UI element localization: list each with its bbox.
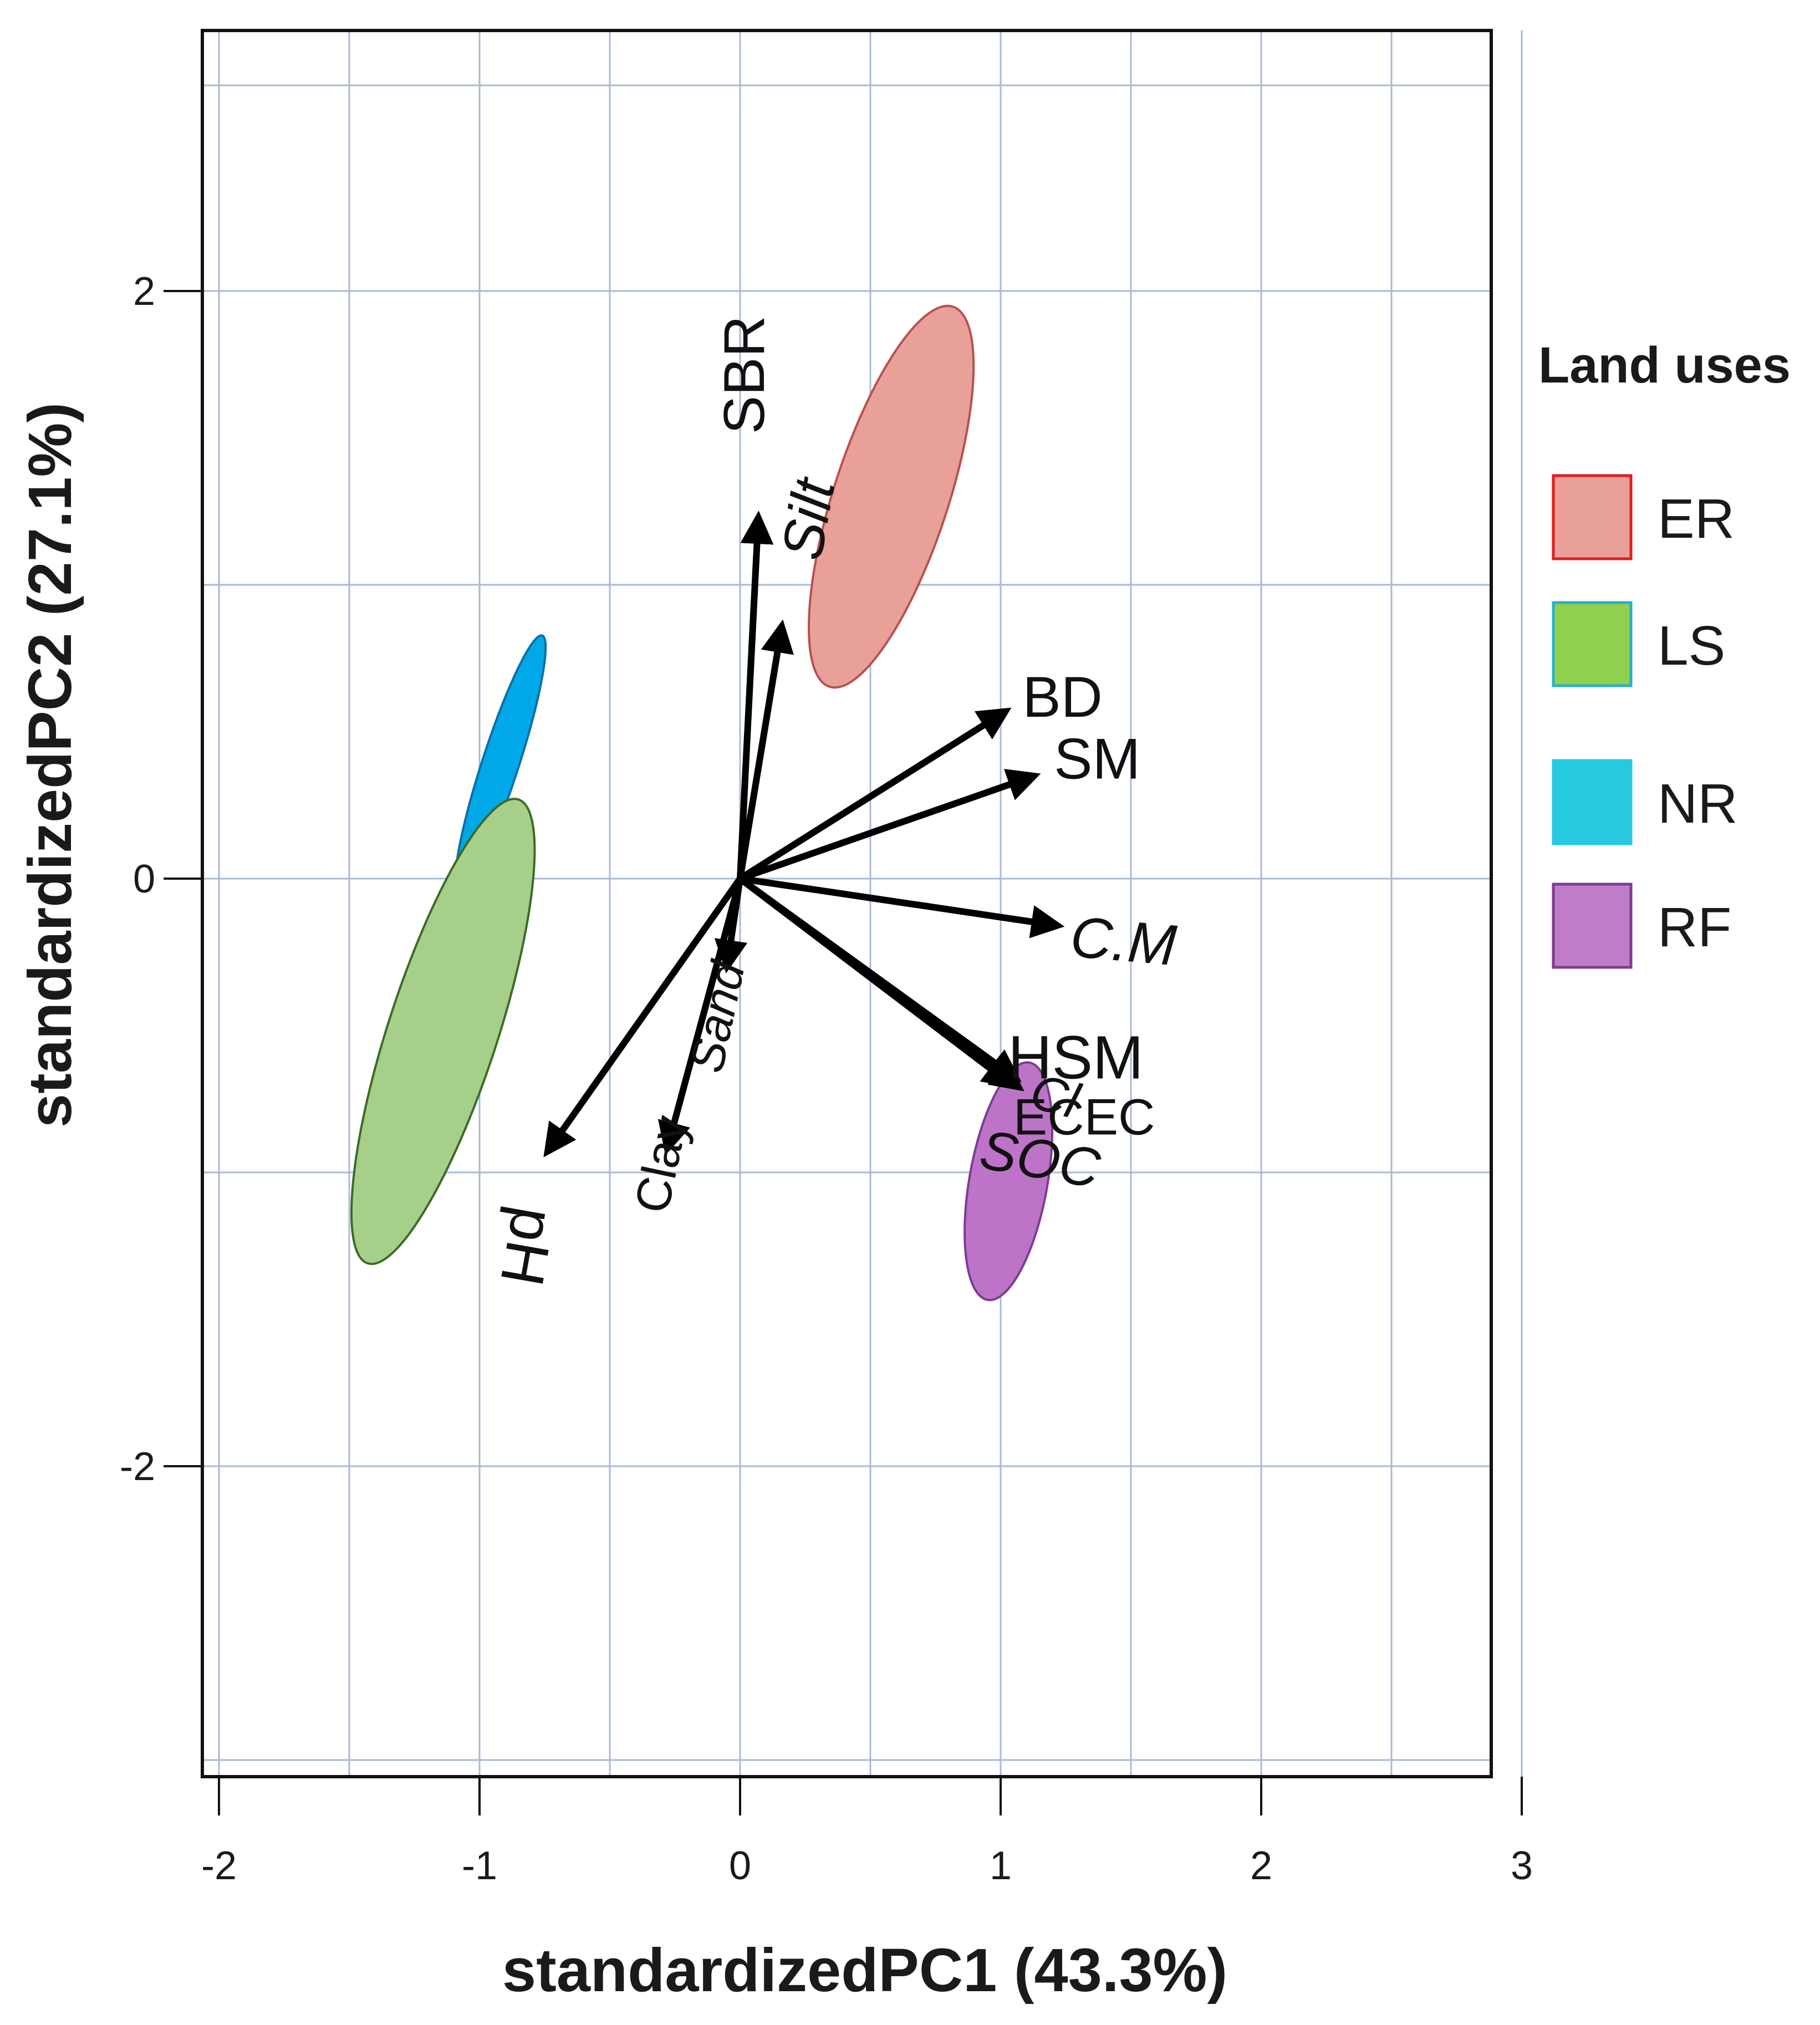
legend-swatch-nr — [1552, 759, 1633, 845]
y-tick-label: 2 — [133, 269, 155, 314]
loading-label-cm: C.M — [1068, 905, 1179, 978]
legend-label-er: ER — [1658, 488, 1735, 550]
legend-label-rf: RF — [1658, 896, 1731, 958]
y-tick-label: 0 — [133, 857, 155, 901]
y-axis: -2 0 2 — [120, 269, 202, 1489]
x-tick-label: -2 — [201, 1844, 237, 1888]
loading-arrow-ph — [543, 876, 743, 1157]
ellipse-rf — [963, 1061, 1054, 1302]
loading-arrow-cm — [740, 875, 1065, 938]
loading-label-hsm: HSM — [1008, 1023, 1143, 1091]
loading-label-silt: Silt — [770, 472, 848, 564]
loading-arrow-bd — [738, 707, 1012, 882]
loading-arrow-sbr — [737, 511, 774, 879]
loading-label-ecec: ECEC — [1013, 1089, 1155, 1145]
loading-label-sbr: SBR — [712, 315, 777, 434]
loading-label-sand: Sand — [680, 955, 755, 1077]
ellipse-er — [808, 304, 975, 689]
x-axis: -2 -1 0 1 2 3 — [201, 1777, 1533, 1888]
y-axis-title: standardizedPC2 (27.1%) — [16, 402, 84, 1128]
legend-label-ls: LS — [1658, 615, 1725, 677]
loading-arrow-sm — [739, 769, 1041, 882]
x-tick-label: 3 — [1511, 1844, 1533, 1888]
x-tick-label: 1 — [990, 1844, 1012, 1888]
legend-swatch-rf — [1552, 883, 1633, 969]
loading-label-ph: pH — [487, 1202, 568, 1291]
x-axis-title: standardizedPC1 (43.3%) — [502, 1936, 1227, 2004]
group-ellipses — [350, 304, 1054, 1302]
x-tick-label: 2 — [1250, 1844, 1272, 1888]
legend-label-nr: NR — [1658, 773, 1737, 835]
x-tick-label: -1 — [462, 1844, 497, 1888]
legend-swatch-ls — [1552, 601, 1633, 687]
loading-arrow-clay — [657, 878, 743, 1156]
loading-label-bd: BD — [1022, 665, 1102, 730]
ellipse-ls — [350, 798, 536, 1266]
loading-label-sm: SM — [1054, 727, 1140, 792]
plot-frame — [201, 29, 1493, 1778]
grid-lines — [202, 30, 1523, 1777]
y-tick-label: -2 — [120, 1445, 155, 1489]
loading-label-clay: Clay — [624, 1111, 697, 1218]
loading-arrow-silt — [737, 619, 794, 879]
loading-vectors — [543, 511, 1065, 1157]
legend-swatch-er — [1552, 474, 1633, 560]
legend: Land uses ER LS NR RF — [1538, 337, 1791, 969]
x-tick-label: 0 — [729, 1844, 751, 1888]
legend-title: Land uses — [1538, 337, 1791, 394]
loading-arrow-soc — [738, 876, 1019, 1085]
